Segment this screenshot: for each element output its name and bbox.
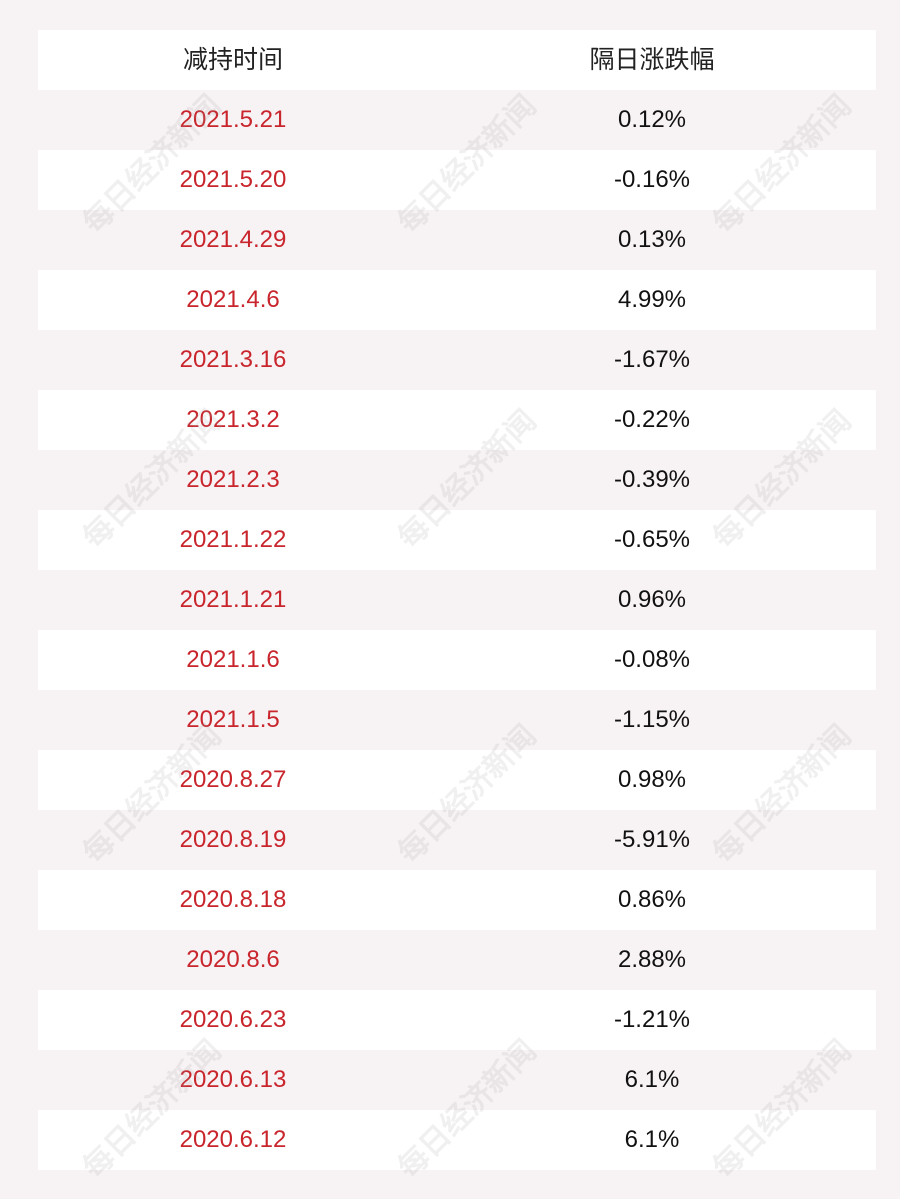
reduction-date: 2021.5.20 [179, 166, 287, 193]
table-row: 2020.8.18 0.86% [38, 870, 876, 930]
table-row: 2021.1.5 -1.15% [38, 690, 876, 750]
table-row: 2021.5.20 -0.16% [38, 150, 876, 210]
next-day-change: -1.21% [613, 1006, 691, 1033]
reduction-date: 2020.8.27 [179, 766, 287, 793]
next-day-change: 6.1% [624, 1126, 680, 1153]
table-row: 2021.3.2 -0.22% [38, 390, 876, 450]
next-day-change: -0.08% [613, 646, 691, 673]
reduction-date: 2021.1.6 [186, 646, 280, 673]
table-row: 2021.3.16 -1.67% [38, 330, 876, 390]
next-day-change: -1.67% [613, 346, 691, 373]
next-day-change: -0.39% [613, 466, 691, 493]
next-day-change: 2.88% [617, 946, 687, 973]
table-row: 2020.8.6 2.88% [38, 930, 876, 990]
table-row: 2021.1.21 0.96% [38, 570, 876, 630]
reduction-date: 2021.5.21 [179, 106, 287, 133]
reduction-date: 2021.1.22 [179, 526, 287, 553]
next-day-change: -0.16% [613, 166, 691, 193]
next-day-change: 0.86% [617, 886, 687, 913]
reduction-date: 2020.6.23 [179, 1006, 287, 1033]
table-row: 2021.2.3 -0.39% [38, 450, 876, 510]
next-day-change: -5.91% [613, 826, 691, 853]
reduction-date: 2021.3.2 [186, 406, 280, 433]
reduction-date: 2021.4.6 [186, 286, 280, 313]
header-reduction-time: 减持时间 [182, 46, 283, 74]
reduction-date: 2020.8.19 [179, 826, 287, 853]
reduction-date: 2021.2.3 [186, 466, 280, 493]
reduction-date: 2020.6.13 [179, 1066, 287, 1093]
table-row: 2021.1.22 -0.65% [38, 510, 876, 570]
reduction-date: 2021.3.16 [179, 346, 287, 373]
reduction-date: 2020.8.6 [186, 946, 280, 973]
table-body: 2021.5.21 0.12% 2021.5.20 -0.16% 2021.4.29 0.… [38, 90, 876, 1170]
reduction-table: 减持时间 隔日涨跌幅 2021.5.21 0.12% 2021.5.20 -0.16%… [38, 30, 876, 1170]
table-row: 2020.8.27 0.98% [38, 750, 876, 810]
table-row: 2021.5.21 0.12% [38, 90, 876, 150]
next-day-change: 4.99% [617, 286, 687, 313]
reduction-date: 2021.1.5 [186, 706, 280, 733]
next-day-change: 0.12% [617, 106, 687, 133]
table-row: 2020.8.19 -5.91% [38, 810, 876, 870]
table-row: 2020.6.13 6.1% [38, 1050, 876, 1110]
table-row: 2020.6.23 -1.21% [38, 990, 876, 1050]
table-row: 2021.4.6 4.99% [38, 270, 876, 330]
table-header-row: 减持时间 隔日涨跌幅 [38, 30, 876, 90]
next-day-change: 0.13% [617, 226, 687, 253]
header-next-day-change: 隔日涨跌幅 [589, 46, 715, 74]
table-row: 2021.1.6 -0.08% [38, 630, 876, 690]
reduction-date: 2021.4.29 [179, 226, 287, 253]
next-day-change: 0.96% [617, 586, 687, 613]
next-day-change: -1.15% [613, 706, 691, 733]
next-day-change: -0.65% [613, 526, 691, 553]
next-day-change: 6.1% [624, 1066, 680, 1093]
table-row: 2021.4.29 0.13% [38, 210, 876, 270]
reduction-date: 2020.8.18 [179, 886, 287, 913]
reduction-date: 2020.6.12 [179, 1126, 287, 1153]
reduction-date: 2021.1.21 [179, 586, 287, 613]
table-row: 2020.6.12 6.1% [38, 1110, 876, 1170]
next-day-change: 0.98% [617, 766, 687, 793]
next-day-change: -0.22% [613, 406, 691, 433]
